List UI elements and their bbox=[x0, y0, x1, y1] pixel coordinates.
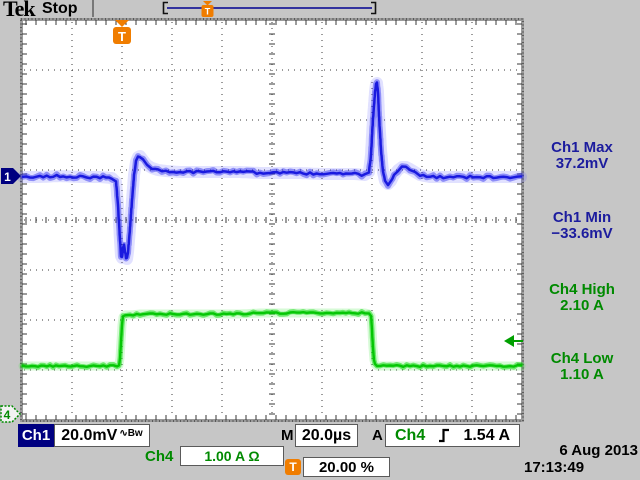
measurement-label: Ch4 Low bbox=[550, 350, 614, 367]
trigger-position-readout: 20.00 % bbox=[303, 457, 390, 477]
header-divider bbox=[92, 0, 94, 17]
measurement-ch4-low: Ch4 Low 1.10 A bbox=[524, 351, 640, 383]
svg-text:T: T bbox=[205, 7, 211, 17]
measurement-value: −33.6mV bbox=[551, 225, 613, 242]
record-view-right-bracket bbox=[371, 1, 377, 15]
trigger-position-marker-arrow bbox=[115, 20, 129, 27]
tek-logo: Tek bbox=[3, 0, 36, 21]
rising-edge-icon bbox=[439, 428, 450, 443]
measurement-value: 2.10 A bbox=[560, 297, 604, 314]
ch1-trace bbox=[21, 81, 523, 260]
trigger-source: Ch4 bbox=[395, 426, 426, 444]
timebase-readout: 20.0µs bbox=[295, 424, 358, 447]
trigger-level: 1.54 A bbox=[463, 426, 510, 444]
ch1-channel-badge: Ch1 bbox=[18, 424, 54, 447]
record-trigger-marker-arrow bbox=[203, 1, 212, 6]
ch4-trace bbox=[21, 311, 523, 368]
ch1-coupling-bandwidth-icon: ∿Bw bbox=[119, 428, 143, 439]
acquisition-status: Stop bbox=[42, 0, 78, 17]
record-view-left-bracket bbox=[162, 1, 168, 15]
svg-text:1: 1 bbox=[4, 170, 11, 184]
svg-text:4: 4 bbox=[4, 408, 11, 422]
trigger-position-icon: T bbox=[285, 459, 301, 475]
time-display: 17:13:49 bbox=[524, 459, 585, 476]
trigger-readout: Ch4 1.54 A bbox=[385, 424, 520, 447]
timebase-label: M bbox=[281, 427, 294, 444]
ch1-scale-value: 20.0mV bbox=[61, 426, 118, 444]
date-display: 6 Aug 2013 bbox=[559, 442, 638, 459]
ch4-channel-label: Ch4 bbox=[145, 448, 174, 465]
measurement-ch4-high: Ch4 High 2.10 A bbox=[524, 282, 640, 314]
ch4-ground-marker bbox=[0, 405, 22, 423]
measurement-label: Ch1 Min bbox=[552, 209, 612, 226]
measurement-label: Ch1 Max bbox=[551, 139, 613, 156]
measurement-ch1-max: Ch1 Max 37.2mV bbox=[524, 140, 640, 172]
measurement-label: Ch4 High bbox=[549, 281, 615, 298]
ch1-ground-marker bbox=[1, 168, 21, 184]
ch4-scale-readout: 1.00 A Ω bbox=[180, 446, 284, 466]
measurement-value: 37.2mV bbox=[555, 155, 609, 172]
ch1-scale-readout: 20.0mV ∿Bw bbox=[54, 424, 150, 447]
measurement-ch1-min: Ch1 Min −33.6mV bbox=[524, 210, 640, 242]
measurement-value: 1.10 A bbox=[560, 366, 604, 383]
acquisition-mode-label: A bbox=[372, 427, 383, 444]
trigger-position-marker-icon bbox=[113, 27, 131, 44]
trigger-level-marker bbox=[504, 335, 514, 347]
svg-text:T: T bbox=[118, 29, 126, 44]
record-trigger-marker-icon bbox=[201, 5, 214, 17]
